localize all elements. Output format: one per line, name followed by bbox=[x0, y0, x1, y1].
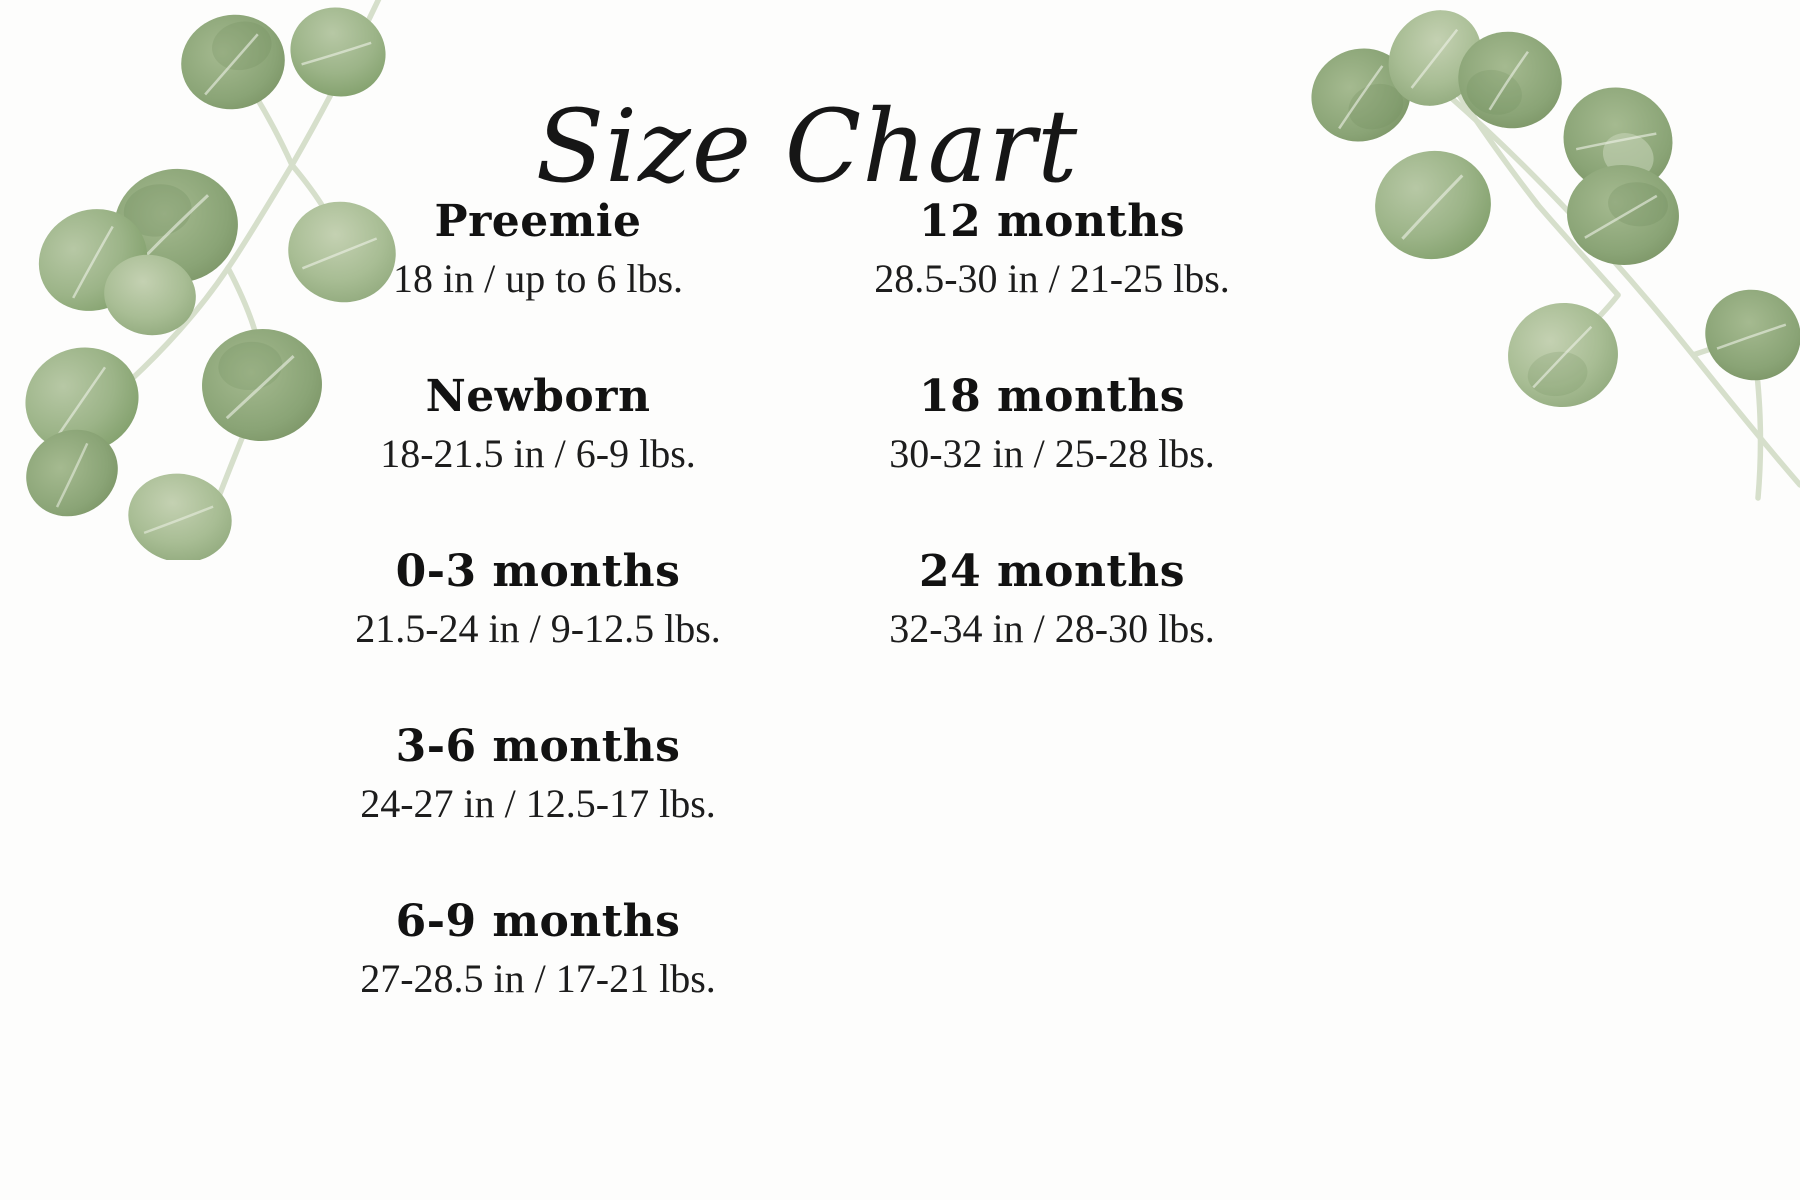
size-entry-12-months: 12 months 28.5-30 in / 21-25 lbs. bbox=[827, 196, 1277, 304]
eucalyptus-branch-svg bbox=[1311, 10, 1800, 501]
size-entry-3-6-months: 3-6 months 24-27 in / 12.5-17 lbs. bbox=[318, 721, 758, 829]
size-range: 18 in / up to 6 lbs. bbox=[392, 256, 684, 301]
size-entry-18-months: 18 months 30-32 in / 25-28 lbs. bbox=[827, 371, 1277, 479]
size-label: Preemie bbox=[434, 196, 642, 247]
size-column-right: 12 months 28.5-30 in / 21-25 lbs. 18 mon… bbox=[827, 196, 1277, 721]
eucalyptus-branch-top-right-image bbox=[1308, 0, 1800, 525]
size-entry-preemie: Preemie 18 in / up to 6 lbs. bbox=[318, 196, 758, 304]
size-entry-0-3-months: 0-3 months 21.5-24 in / 9-12.5 lbs. bbox=[318, 546, 758, 654]
size-label: 24 months bbox=[918, 546, 1186, 597]
size-range: 28.5-30 in / 21-25 lbs. bbox=[874, 256, 1230, 301]
branch-leaves bbox=[1311, 10, 1800, 408]
size-label: 0-3 months bbox=[395, 546, 681, 597]
size-label: 12 months bbox=[918, 196, 1186, 247]
size-label: 18 months bbox=[918, 371, 1186, 422]
size-label: Newborn bbox=[425, 371, 651, 422]
size-label: 6-9 months bbox=[395, 896, 681, 947]
size-range: 24-27 in / 12.5-17 lbs. bbox=[360, 781, 716, 826]
size-range: 27-28.5 in / 17-21 lbs. bbox=[360, 956, 716, 1001]
size-range: 21.5-24 in / 9-12.5 lbs. bbox=[355, 606, 721, 651]
size-entry-newborn: Newborn 18-21.5 in / 6-9 lbs. bbox=[318, 371, 758, 479]
branch-stems bbox=[1432, 55, 1800, 501]
size-entry-6-9-months: 6-9 months 27-28.5 in / 17-21 lbs. bbox=[318, 896, 758, 1004]
size-range: 30-32 in / 25-28 lbs. bbox=[889, 431, 1215, 476]
page-title: Size Chart bbox=[535, 88, 1079, 205]
size-range: 18-21.5 in / 6-9 lbs. bbox=[380, 431, 696, 476]
size-entry-24-months: 24 months 32-34 in / 28-30 lbs. bbox=[827, 546, 1277, 654]
size-label: 3-6 months bbox=[395, 721, 681, 772]
size-range: 32-34 in / 28-30 lbs. bbox=[889, 606, 1215, 651]
size-column-left: Preemie 18 in / up to 6 lbs. Newborn 18-… bbox=[318, 196, 758, 1071]
